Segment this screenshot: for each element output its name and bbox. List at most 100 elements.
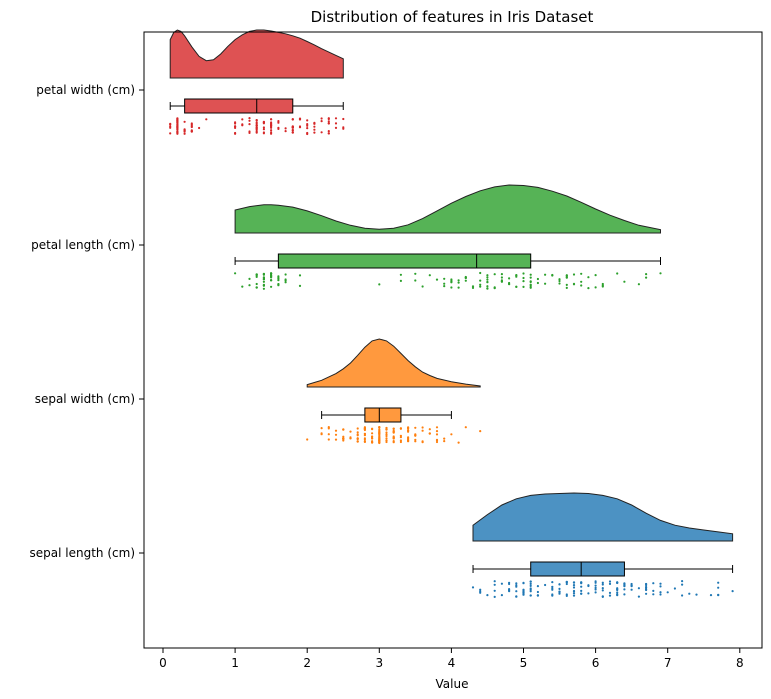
rain-point	[601, 581, 604, 584]
rain-point	[601, 589, 604, 592]
rain-point	[262, 128, 265, 131]
rain-point	[493, 583, 496, 586]
rain-point	[479, 588, 482, 591]
series-group	[169, 29, 345, 136]
rain-point	[378, 431, 381, 435]
rain-point	[327, 117, 330, 121]
rain-point	[529, 284, 532, 287]
rain-point	[277, 120, 280, 123]
rain-point	[717, 594, 720, 597]
rain-point	[529, 285, 532, 288]
rain-point	[327, 132, 330, 135]
rain-point	[616, 272, 619, 275]
rain-point	[327, 122, 330, 125]
rain-point	[363, 440, 366, 443]
x-tick-label: 2	[303, 656, 311, 670]
rain-point	[601, 587, 604, 590]
rain-point	[320, 432, 323, 435]
rain-point	[356, 427, 359, 430]
rain-point	[623, 582, 626, 585]
rain-point	[623, 280, 626, 283]
rain-point	[342, 117, 345, 121]
rain-point	[298, 274, 302, 277]
rain-point	[565, 580, 568, 584]
rain-point	[183, 129, 186, 132]
rain-point	[176, 118, 179, 121]
rain-point	[536, 590, 540, 594]
series-group	[306, 338, 482, 445]
rain-point	[262, 287, 265, 290]
rain-point	[262, 280, 265, 283]
rain-point	[334, 438, 338, 441]
rain-point	[270, 123, 273, 126]
rain-point	[630, 584, 633, 587]
rain-point	[529, 280, 532, 284]
rain-point	[255, 121, 258, 124]
rain-point	[284, 273, 287, 276]
chart-title: Distribution of features in Iris Dataset	[311, 8, 594, 26]
rain-point	[320, 131, 323, 134]
rain-point	[558, 590, 561, 593]
rain-point	[291, 125, 294, 128]
rain-point	[414, 438, 417, 441]
rain-point	[407, 439, 410, 442]
rain-point	[464, 279, 467, 282]
rain-point	[262, 126, 265, 129]
rain-point	[645, 584, 648, 588]
rain-point	[688, 592, 691, 595]
rain-point	[443, 440, 446, 443]
rain-point	[270, 131, 273, 134]
density-cloud	[306, 338, 481, 388]
rain-point	[371, 428, 374, 431]
rain-point	[594, 588, 597, 591]
rain-point	[313, 131, 316, 134]
rain-point	[508, 581, 511, 584]
rain-point	[522, 280, 525, 283]
rain-point	[327, 426, 330, 429]
rain-point	[284, 281, 287, 284]
rain-point	[248, 117, 251, 120]
rain-point	[580, 284, 583, 287]
rain-point	[479, 283, 482, 286]
rain-point	[529, 582, 532, 586]
rain-point	[580, 582, 583, 585]
rain-point	[580, 592, 583, 595]
rain-point	[522, 589, 525, 592]
rain-point	[515, 582, 518, 585]
rain-point	[659, 591, 662, 594]
rain-point	[378, 441, 381, 444]
rain-point	[392, 427, 395, 430]
rain-point	[637, 587, 641, 590]
rain-point	[234, 121, 237, 124]
rain-point	[327, 130, 330, 133]
x-tick-label: 4	[448, 656, 456, 670]
rain-point	[572, 584, 576, 587]
rain-point	[580, 585, 583, 588]
rain-point	[479, 285, 482, 288]
rain-point	[681, 583, 684, 586]
rain-point	[320, 120, 323, 123]
rain-point	[435, 440, 439, 444]
rain-point	[270, 126, 273, 129]
rain-point	[601, 583, 604, 586]
rain-point	[363, 428, 366, 431]
rain-point	[572, 592, 576, 595]
rain-point	[435, 426, 439, 429]
rain-point	[572, 594, 576, 597]
rain-point	[587, 287, 590, 290]
rain-point	[659, 272, 662, 275]
rain-point	[248, 130, 251, 133]
rain-point	[234, 272, 237, 275]
rain-point	[659, 593, 662, 596]
rain-point	[608, 594, 612, 597]
rain-point	[385, 434, 388, 438]
rain-point	[471, 286, 475, 289]
rain-point	[457, 279, 460, 282]
rain-point	[594, 586, 597, 590]
rain-point	[371, 441, 374, 444]
rain-point	[645, 276, 648, 279]
rain-point	[183, 120, 186, 123]
rain-point	[673, 587, 677, 590]
rain-point	[637, 283, 641, 286]
rain-point	[529, 580, 532, 583]
